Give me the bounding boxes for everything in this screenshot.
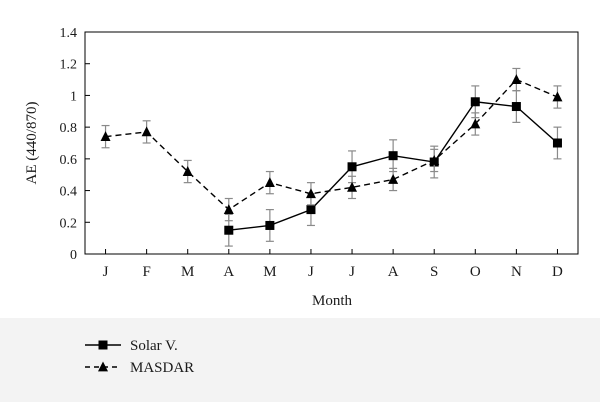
x-tick-label: M [181, 264, 194, 280]
data-point [347, 181, 358, 192]
legend-label: MASDAR [130, 360, 194, 376]
data-point [305, 188, 316, 199]
plot-frame [84, 31, 579, 255]
data-point [141, 126, 152, 137]
data-point [511, 74, 522, 84]
x-tick-label: J [349, 264, 355, 280]
legend-label: Solar V. [130, 338, 178, 354]
x-tick-label: D [552, 264, 563, 280]
y-tick-label: 0.8 [60, 121, 78, 136]
series-solar-v [224, 85, 562, 247]
data-point [470, 97, 480, 107]
x-tick-label: N [511, 264, 522, 280]
data-point [100, 131, 111, 142]
x-tick-label: A [388, 264, 399, 280]
y-tick-label: 1.4 [60, 26, 78, 41]
x-tick-label: O [470, 264, 481, 280]
data-point [182, 166, 193, 176]
data-point [306, 205, 316, 215]
legend-marker [98, 361, 108, 372]
y-tick-label: 0.4 [60, 185, 78, 200]
data-point [224, 225, 234, 235]
data-point [265, 220, 275, 230]
series-masdar [100, 67, 563, 222]
x-tick-label: A [223, 264, 234, 280]
x-axis-label: Month [312, 293, 353, 309]
data-point [552, 91, 563, 102]
legend-marker [98, 340, 108, 350]
data-point [552, 138, 562, 148]
y-tick-label: 0 [70, 248, 77, 263]
series-line [105, 78, 558, 211]
series-layer [100, 67, 563, 247]
data-point [223, 204, 234, 214]
data-point [470, 118, 481, 129]
x-tick-label: F [142, 264, 150, 280]
y-tick-label: 0.6 [60, 153, 78, 168]
y-axis-label: AE (440/870) [24, 102, 40, 185]
data-point [511, 102, 521, 112]
data-point [264, 177, 275, 188]
legend-background [0, 318, 600, 402]
y-tick-label: 0.2 [60, 216, 78, 231]
legend: Solar V. MASDAR [85, 338, 194, 376]
data-point [429, 154, 440, 165]
y-axis: 0 0.2 0.4 0.6 0.8 1 1.2 1.4 [60, 26, 90, 263]
data-point [347, 162, 357, 172]
x-tick-label: S [430, 264, 438, 280]
x-tick-label: J [103, 264, 109, 280]
data-point [388, 151, 398, 161]
y-tick-label: 1.2 [60, 58, 78, 73]
x-tick-label: M [263, 264, 276, 280]
y-tick-label: 1 [70, 89, 77, 104]
x-tick-label: J [308, 264, 314, 280]
data-point [388, 173, 399, 184]
